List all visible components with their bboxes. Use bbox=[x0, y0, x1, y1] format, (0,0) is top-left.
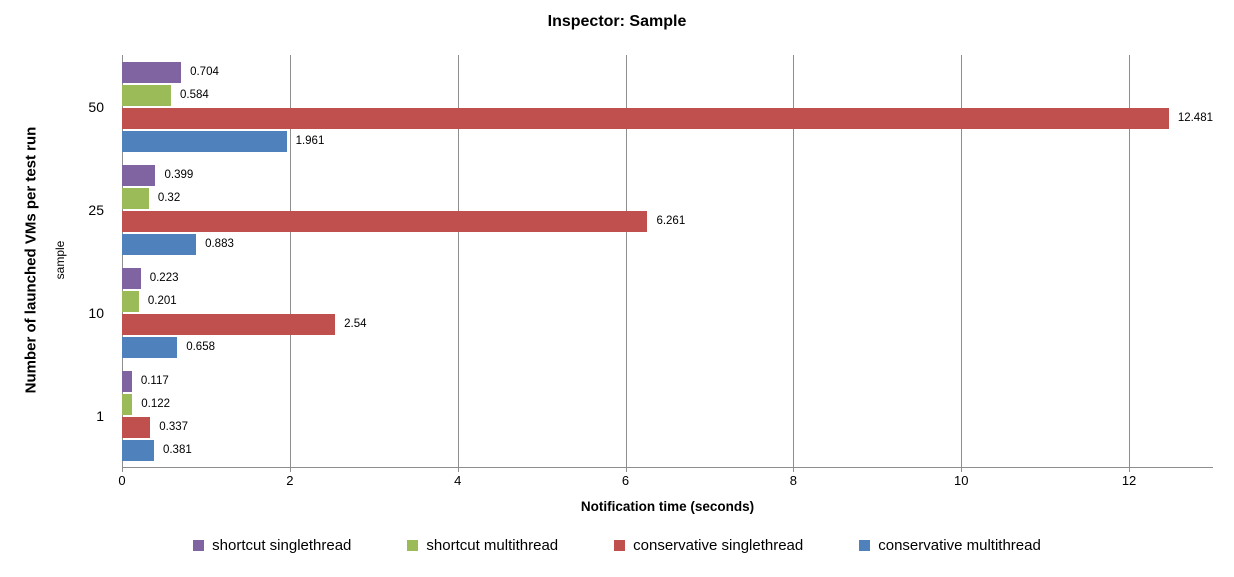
legend-label: shortcut multithread bbox=[426, 537, 559, 554]
bar bbox=[122, 370, 132, 392]
legend-swatch-icon bbox=[193, 540, 205, 551]
bar bbox=[122, 107, 1169, 129]
bar bbox=[122, 84, 171, 106]
bar bbox=[122, 210, 648, 232]
gridline bbox=[122, 55, 123, 472]
y-axis-title: Number of launched VMs per test run bbox=[22, 126, 40, 394]
x-axis-title: Notification time (seconds) bbox=[580, 499, 755, 514]
bar-row: 0.584 bbox=[122, 84, 1213, 106]
legend-item: shortcut multithread bbox=[407, 537, 558, 554]
bar-value-label: 0.32 bbox=[157, 192, 181, 204]
legend-label: conservative multithread bbox=[878, 537, 1041, 554]
category-axis: 50 25 10 1 bbox=[52, 55, 104, 467]
legend-swatch-icon bbox=[614, 540, 626, 551]
bar bbox=[122, 416, 151, 438]
bar-value-label: 0.381 bbox=[162, 444, 192, 456]
bar-value-label: 0.704 bbox=[190, 66, 219, 78]
bar-value-label: 1.961 bbox=[295, 135, 325, 147]
x-tick-label: 6 bbox=[621, 473, 630, 488]
chart-title: Inspector: Sample bbox=[547, 13, 687, 30]
legend-item: shortcut singlethread bbox=[193, 537, 351, 554]
legend-label: conservative singlethread bbox=[633, 537, 804, 554]
bar-row: 0.883 bbox=[122, 233, 1213, 255]
legend-swatch-icon bbox=[407, 540, 419, 551]
gridline bbox=[793, 55, 795, 472]
bar bbox=[122, 267, 141, 289]
bar-row: 0.32 bbox=[122, 187, 1213, 209]
legend-item: conservative multithread bbox=[859, 537, 1041, 554]
x-tick-label: 4 bbox=[454, 473, 462, 488]
bar-value-label: 0.117 bbox=[140, 375, 169, 387]
x-tick-label: 12 bbox=[1121, 473, 1137, 488]
bar bbox=[122, 187, 149, 209]
gridline bbox=[289, 55, 291, 472]
bar-value-label: 0.584 bbox=[180, 89, 209, 101]
bar-row: 0.201 bbox=[122, 290, 1213, 312]
bar-group: 0.704 0.584 12.481 1.961 bbox=[122, 55, 1213, 158]
bar bbox=[122, 61, 182, 83]
bar-row: 0.381 bbox=[122, 439, 1213, 461]
bar-value-label: 0.883 bbox=[205, 238, 234, 250]
category-label: 10 bbox=[88, 304, 104, 321]
bar-group: 0.223 0.201 2.54 0.658 bbox=[122, 261, 1213, 364]
x-tick-label: 10 bbox=[953, 473, 969, 488]
bar bbox=[122, 130, 287, 152]
bar-value-label: 12.481 bbox=[1177, 112, 1213, 124]
bar-row: 0.117 bbox=[122, 370, 1213, 392]
bar-group: 0.399 0.32 6.261 0.883 bbox=[122, 158, 1213, 261]
legend-label: shortcut singlethread bbox=[212, 537, 352, 554]
bar-row: 0.704 bbox=[122, 61, 1213, 83]
bar-value-label: 0.122 bbox=[141, 398, 171, 410]
bar-row: 6.261 bbox=[122, 210, 1213, 232]
bar bbox=[122, 164, 156, 186]
bar-row: 0.223 bbox=[122, 267, 1213, 289]
legend-swatch-icon bbox=[859, 540, 871, 551]
bar-row: 2.54 bbox=[122, 313, 1213, 335]
bar bbox=[122, 290, 139, 312]
bar-row: 12.481 bbox=[122, 107, 1213, 129]
bar-value-label: 0.337 bbox=[159, 421, 189, 433]
bar bbox=[122, 336, 178, 358]
bar-row: 1.961 bbox=[122, 130, 1213, 152]
bar-row: 0.658 bbox=[122, 336, 1213, 358]
bar bbox=[122, 393, 133, 415]
bar-value-label: 2.54 bbox=[344, 318, 367, 330]
bar-value-label: 0.658 bbox=[186, 341, 215, 353]
bar-row: 0.399 bbox=[122, 164, 1213, 186]
x-tick-label: 2 bbox=[286, 473, 294, 488]
gridline bbox=[625, 55, 627, 472]
gridline bbox=[1129, 55, 1131, 472]
x-tick-label: 0 bbox=[118, 473, 126, 488]
legend-item: conservative singlethread bbox=[614, 537, 803, 554]
gridline bbox=[961, 55, 963, 472]
bar-row: 0.122 bbox=[122, 393, 1213, 415]
bar bbox=[122, 313, 336, 335]
category-label: 50 bbox=[88, 98, 104, 115]
bar-group: 0.117 0.122 0.337 0.381 bbox=[122, 364, 1213, 467]
legend: shortcut singlethread shortcut multithrea… bbox=[0, 537, 1234, 554]
bar-groups: 0.704 0.584 12.481 1.961 0.399 0.32 6.261 0.883… bbox=[122, 55, 1213, 467]
bar bbox=[122, 439, 154, 461]
bar bbox=[122, 233, 197, 255]
bar-value-label: 0.201 bbox=[147, 295, 177, 307]
plot-area: 0.704 0.584 12.481 1.961 0.399 0.32 6.261 0.883… bbox=[122, 55, 1213, 472]
x-tick-label: 8 bbox=[789, 473, 797, 488]
bar-value-label: 0.223 bbox=[149, 272, 179, 284]
bar-value-label: 0.399 bbox=[164, 169, 194, 181]
gridline bbox=[457, 55, 459, 472]
bar-value-label: 6.261 bbox=[656, 215, 686, 227]
x-axis-ticks: 0 2 4 6 8 10 12 bbox=[118, 473, 1213, 489]
category-label: 25 bbox=[88, 201, 104, 218]
bar-row: 0.337 bbox=[122, 416, 1213, 438]
category-label: 1 bbox=[96, 407, 104, 424]
